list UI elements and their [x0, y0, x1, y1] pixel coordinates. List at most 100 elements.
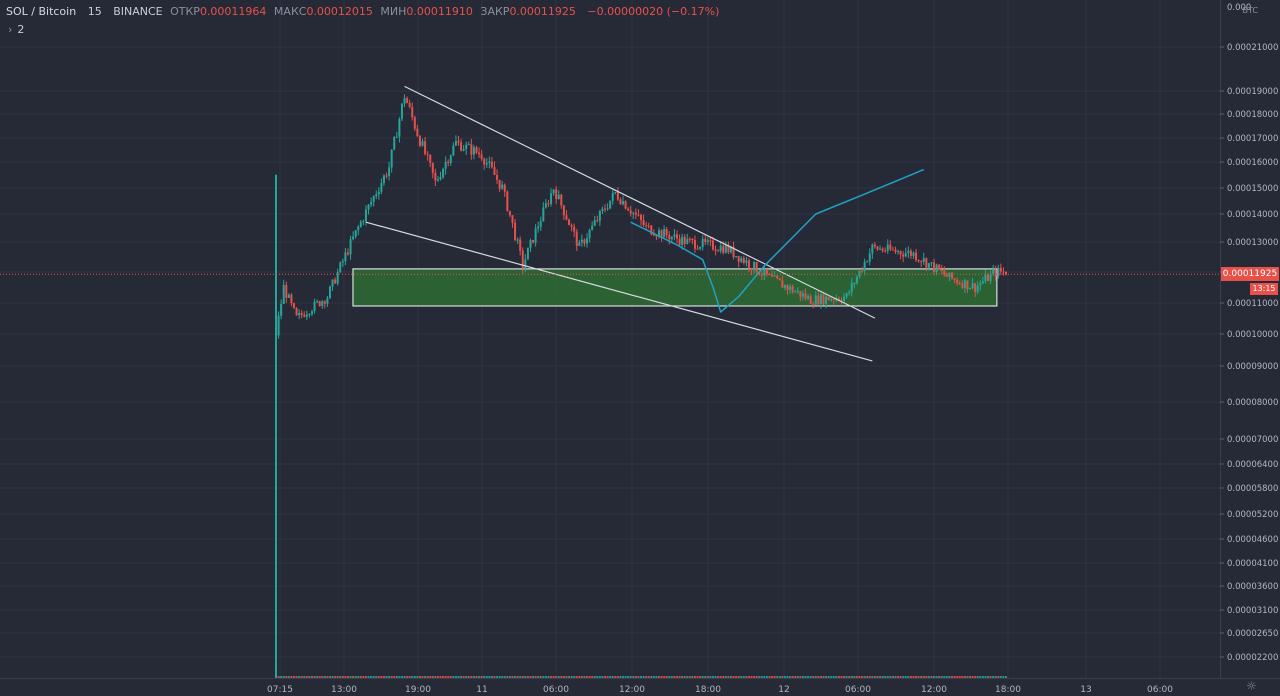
volume-bar — [344, 676, 347, 678]
candle-body — [449, 155, 452, 163]
symbol-name[interactable]: SOL / Bitcoin — [6, 5, 77, 18]
candle-body — [886, 244, 889, 251]
candle-body — [647, 225, 650, 227]
volume-bar — [678, 676, 681, 678]
candle-body — [840, 300, 843, 302]
volume-bar — [629, 676, 632, 678]
volume-bar — [604, 676, 607, 678]
volume-bar — [328, 676, 331, 678]
candle-body — [328, 286, 331, 299]
candle-body — [524, 259, 527, 269]
candle-body — [303, 314, 306, 317]
volume-bar — [693, 676, 696, 678]
volume-bar — [794, 676, 797, 678]
volume-bar — [688, 676, 691, 678]
y-tick-label: 0.00007000 — [1227, 435, 1278, 445]
candle-body — [747, 260, 750, 269]
volume-bar — [300, 676, 303, 678]
candle-body — [426, 153, 429, 155]
candle-body — [390, 149, 393, 168]
volume-bar — [732, 676, 735, 678]
candle-body — [765, 269, 768, 275]
volume-bar — [673, 676, 676, 678]
volume-bar — [372, 676, 375, 678]
volume-bar — [418, 676, 421, 678]
candle-body — [367, 204, 370, 210]
volume-bar — [524, 676, 527, 678]
candle-body — [516, 239, 519, 241]
candle-body — [994, 269, 997, 277]
x-tick-label: 18:00 — [995, 685, 1021, 695]
volume-bar — [334, 676, 337, 678]
volume-bar — [835, 676, 838, 678]
candle-body — [814, 295, 817, 305]
candle-body — [514, 222, 517, 240]
y-tick-label: 0.00006400 — [1227, 460, 1278, 470]
candle-body — [454, 140, 457, 146]
volume-bar — [352, 676, 355, 678]
candle-body — [711, 240, 714, 250]
candle-body — [981, 281, 984, 284]
volume-bar — [771, 676, 774, 678]
volume-bar — [444, 676, 447, 678]
volume-bar — [773, 676, 776, 678]
candle-body — [827, 296, 830, 301]
volume-bar — [526, 676, 529, 678]
gear-icon[interactable]: ☼ — [1246, 679, 1257, 693]
volume-bar — [460, 676, 463, 678]
candle-body — [915, 252, 918, 261]
volume-bar — [606, 676, 609, 678]
volume-bar — [789, 676, 792, 678]
candle-body — [974, 283, 977, 293]
volume-bar — [452, 676, 455, 678]
candle-body — [323, 301, 326, 304]
volume-bar — [763, 676, 766, 678]
volume-bar — [424, 676, 427, 678]
volume-bar — [915, 676, 918, 678]
volume-bar — [429, 676, 432, 678]
volume-bar — [717, 676, 720, 678]
candle-body — [819, 294, 822, 305]
volume-bar — [845, 676, 848, 678]
candle-body — [604, 208, 607, 210]
volume-bar — [979, 676, 982, 678]
volume-bar — [634, 676, 637, 678]
volume-bar — [974, 676, 977, 678]
volume-bar — [501, 676, 504, 678]
interval-label[interactable]: 15 — [87, 5, 102, 18]
candle-body — [850, 283, 853, 293]
candle-body — [776, 275, 779, 279]
candle-body — [963, 280, 966, 288]
candle-body — [984, 274, 987, 282]
candle-body — [285, 284, 288, 298]
volume-bar — [313, 676, 316, 678]
volume-bar — [637, 676, 640, 678]
candle-body — [724, 244, 727, 253]
candle-body — [881, 248, 884, 251]
indicators-toggle[interactable]: › 2 — [8, 23, 24, 36]
volume-bar — [776, 676, 779, 678]
candle-body — [953, 278, 956, 280]
candle-body — [616, 192, 619, 200]
volume-bar — [624, 676, 627, 678]
candle-body — [316, 301, 319, 303]
volume-bar — [976, 676, 979, 678]
candle-body — [933, 262, 936, 272]
volume-bar — [891, 676, 894, 678]
candle-body — [771, 274, 774, 277]
volume-bar — [984, 676, 987, 678]
volume-bar — [799, 676, 802, 678]
candle-body — [992, 269, 995, 274]
candle-body — [280, 304, 283, 316]
volume-bar — [462, 676, 465, 678]
indicators-count: 2 — [17, 23, 25, 36]
candle-body — [884, 250, 887, 252]
volume-bar — [740, 676, 743, 678]
volume-bar — [408, 676, 411, 678]
candle-body — [352, 236, 355, 240]
volume-bar — [406, 676, 409, 678]
candle-body — [714, 249, 717, 251]
volume-bar — [470, 676, 473, 678]
x-tick-label: 06:00 — [845, 685, 871, 695]
